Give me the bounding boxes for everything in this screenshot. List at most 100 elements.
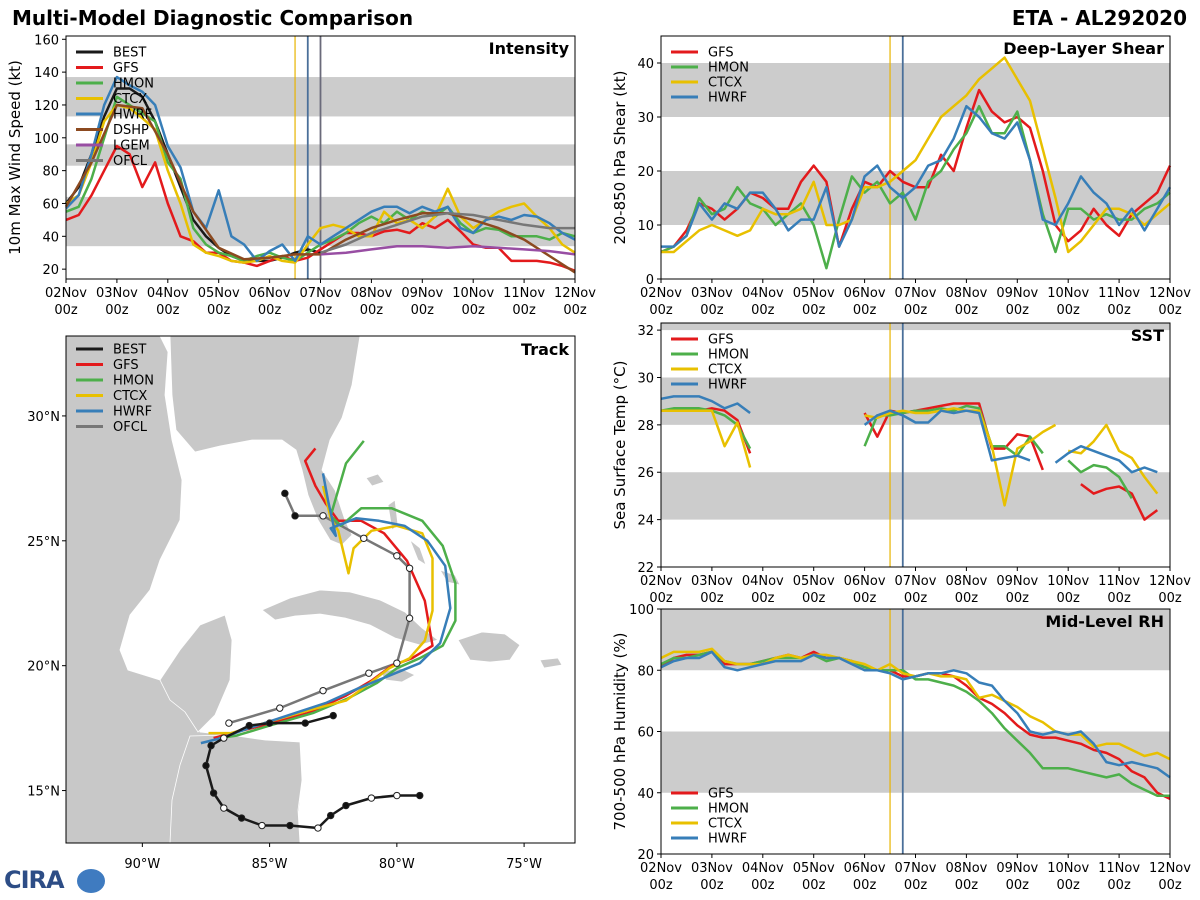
- intensity-xtick-label: 05Nov: [198, 286, 240, 301]
- sst-series-hmon-seg-1: [863, 404, 1044, 457]
- shear-legend-label-gfs: GFS: [708, 46, 734, 61]
- rh-ytick-label: 60: [637, 726, 654, 741]
- intensity-xtick-label: 00z: [54, 303, 78, 318]
- track-map-area: [66, 336, 575, 843]
- sst-xtick-label: 00z: [1057, 591, 1081, 606]
- sst-xtick-label: 05Nov: [793, 574, 835, 589]
- sst-xtick-label: 07Nov: [895, 574, 937, 589]
- land-honduras: [169, 734, 303, 843]
- land-bahamas-2: [409, 538, 427, 566]
- shear-xtick-label: 08Nov: [945, 286, 987, 301]
- shear-ytick-label: 20: [637, 165, 654, 180]
- intensity-xtick-label: 07Nov: [300, 286, 342, 301]
- track-marker-ofcl: [281, 489, 289, 498]
- intensity-xtick-label: 10Nov: [452, 286, 494, 301]
- track-marker-best: [220, 734, 228, 742]
- track-series-hwrf: [200, 473, 452, 745]
- sst-ylabel: Sea Surface Temp (°C): [611, 360, 629, 529]
- intensity-xtick-label: 00z: [156, 303, 180, 318]
- track-legend-label-ofcl: OFCL: [113, 420, 148, 435]
- sst-band-1: [661, 377, 1170, 425]
- intensity-ytick-label: 140: [34, 66, 59, 81]
- intensity-ytick-label: 20: [42, 263, 59, 278]
- track-marker-ofcl: [319, 512, 327, 520]
- intensity-xtick-label: 00z: [207, 303, 231, 318]
- sst-xtick-label: 04Nov: [742, 574, 784, 589]
- intensity-ytick-label: 160: [34, 33, 59, 48]
- sst-legend-label-ctcx: CTCX: [708, 363, 742, 378]
- rh-xtick-label: 12Nov: [1149, 861, 1191, 876]
- rh-bands: [661, 609, 1170, 793]
- track-panel: 15°N20°N25°N30°N 90°W 85°W 80°W 75°W Track …: [27, 335, 576, 872]
- intensity-xtick-label: 00z: [258, 303, 282, 318]
- sst-panel: 22 24 26 28 30 32 02Nov 00z 03Nov 00z 04Nov 00z 05N…: [611, 322, 1191, 606]
- sst-xtick-label: 00z: [1158, 591, 1182, 606]
- sst-series: [660, 395, 1159, 521]
- intensity-ytick-label: 100: [34, 132, 59, 147]
- track-marker-best: [245, 721, 253, 730]
- sst-band-2: [661, 323, 1170, 331]
- track-marker-best: [301, 719, 309, 727]
- rh-legend-label-hmon: HMON: [708, 802, 749, 817]
- intensity-legend-label-ofcl: OFCL: [113, 154, 148, 169]
- track-marker-best: [265, 719, 274, 727]
- intensity-legend-label-lgem: LGEM: [113, 139, 150, 154]
- shear-init-lines: [889, 36, 904, 279]
- rh-ylabel: 700-500 hPa Humidity (%): [611, 632, 629, 830]
- shear-xtick-label: 04Nov: [742, 286, 784, 301]
- shear-xtick-label: 00z: [1107, 303, 1131, 318]
- rh-xtick-label: 07Nov: [895, 861, 937, 876]
- sst-legend-label-hmon: HMON: [708, 348, 749, 363]
- rh-xtick-label: 00z: [649, 878, 673, 893]
- intensity-xtick-label: 00z: [360, 303, 384, 318]
- shear-title: Deep-Layer Shear: [1003, 39, 1164, 58]
- sst-init-lines: [889, 323, 904, 567]
- rh-xtick-label: 00z: [751, 878, 775, 893]
- intensity-xtick-label: 11Nov: [503, 286, 545, 301]
- track-marker-best: [314, 824, 322, 832]
- sst-series-hmon-seg-2: [1067, 459, 1133, 499]
- rh-xtick-label: 00z: [904, 878, 928, 893]
- nesdis-logo-icon: [77, 869, 105, 893]
- track-axes-frame: [65, 335, 576, 844]
- shear-xtick-label: 12Nov: [1149, 286, 1191, 301]
- rh-series-hwrf: [660, 650, 1171, 779]
- shear-ytick-label: 10: [637, 219, 654, 234]
- sst-xtick-label: 00z: [1006, 591, 1030, 606]
- rh-xtick-label: 00z: [1158, 878, 1182, 893]
- rh-xtick-label: 02Nov: [640, 861, 682, 876]
- logo-text: CIRA: [4, 866, 65, 894]
- shear-xtick-label: 06Nov: [844, 286, 886, 301]
- intensity-ytick-label: 60: [42, 197, 59, 212]
- intensity-legend-label-ctcx: CTCX: [113, 92, 147, 107]
- track-lon-label: 80°W: [379, 857, 415, 872]
- track-series-hmon: [218, 440, 457, 740]
- shear-xtick-label: 00z: [649, 303, 673, 318]
- rh-init-lines: [889, 609, 904, 854]
- figure-title-right: ETA - AL292020: [1012, 6, 1187, 30]
- intensity-series-ofcl: [320, 212, 575, 254]
- rh-xtick-label: 04Nov: [742, 861, 784, 876]
- shear-legend-label-hwrf: HWRF: [708, 91, 747, 106]
- rh-xtick-label: 11Nov: [1098, 861, 1140, 876]
- sst-xtick-label: 06Nov: [844, 574, 886, 589]
- sst-x-axis: 02Nov 00z 03Nov 00z 04Nov 00z 05Nov 00z 06Nov 00z…: [640, 567, 1191, 606]
- intensity-xtick-label: 02Nov: [45, 286, 87, 301]
- shear-xtick-label: 11Nov: [1098, 286, 1140, 301]
- track-marker-best: [209, 789, 218, 797]
- rh-title: Mid-Level RH: [1045, 612, 1164, 631]
- sst-xtick-label: 12Nov: [1149, 574, 1191, 589]
- sst-xtick-label: 00z: [700, 591, 724, 606]
- track-marker-best: [258, 821, 266, 830]
- sst-ytick-label: 28: [637, 419, 654, 434]
- shear-legend-label-hmon: HMON: [708, 61, 749, 76]
- rh-ytick-label: 100: [629, 603, 654, 618]
- shear-bands: [661, 63, 1170, 225]
- intensity-ytick-label: 40: [42, 230, 59, 245]
- intensity-xtick-label: 00z: [512, 303, 536, 318]
- sst-xtick-label: 00z: [751, 591, 775, 606]
- sst-xtick-label: 00z: [1107, 591, 1131, 606]
- shear-xtick-label: 00z: [1057, 303, 1081, 318]
